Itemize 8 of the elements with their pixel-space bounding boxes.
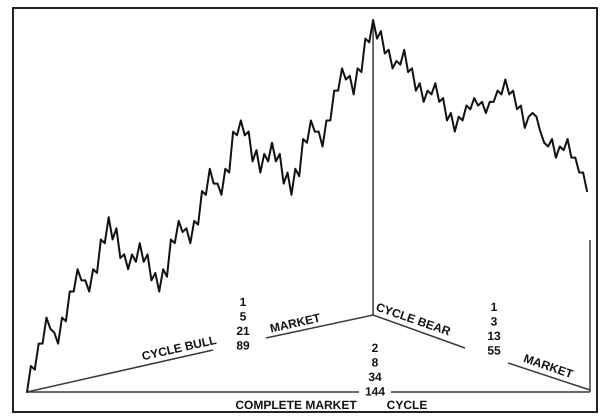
annotation: MARKET: [268, 310, 322, 336]
annotation: CYCLE BEAR: [374, 300, 453, 339]
annotation: 1 5 21 89: [236, 295, 250, 352]
text: CYCLE: [386, 398, 428, 412]
annotation: CYCLE BULL: [140, 332, 218, 364]
text: COMPLETE MARKET: [235, 398, 358, 412]
annotation: 1 3 13 55: [487, 300, 501, 358]
annotation: 2 8 34 144: [364, 341, 386, 398]
